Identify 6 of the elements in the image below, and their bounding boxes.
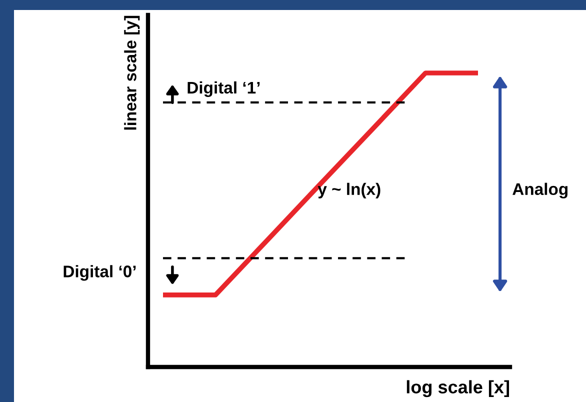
y-axis-title: linear scale [y] (124, 16, 140, 130)
text: Analog (512, 182, 568, 198)
annotation: y ~ ln(x) (318, 182, 380, 198)
ref-line-label: Digital ‘0’ (64, 265, 136, 281)
ref-line-label: Digital ‘1’ (188, 81, 260, 97)
x-axis-title: log scale [x] (406, 380, 509, 398)
